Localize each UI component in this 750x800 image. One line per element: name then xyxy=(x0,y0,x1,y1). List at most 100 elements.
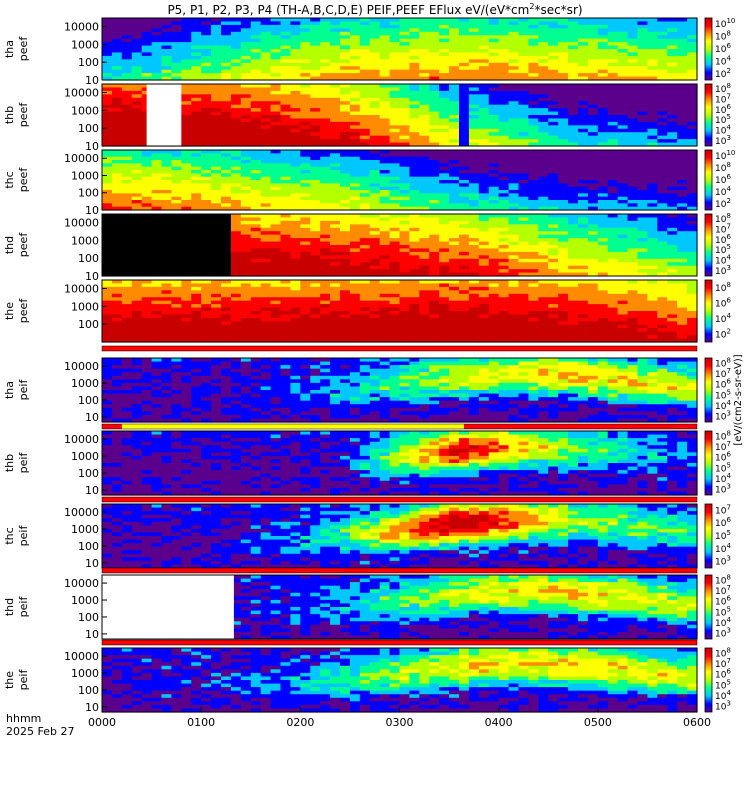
heatmap-cell xyxy=(498,52,510,57)
heatmap-cell xyxy=(587,139,599,144)
heatmap-cell xyxy=(568,104,579,109)
heatmap-cell xyxy=(409,217,420,222)
heatmap-cell xyxy=(587,87,599,92)
heatmap-cell xyxy=(518,139,530,144)
heatmap-cell xyxy=(369,203,381,208)
heatmap-cell xyxy=(280,24,292,29)
heatmap-cell xyxy=(340,196,351,201)
heatmap-cell xyxy=(191,87,202,92)
heatmap-cell xyxy=(607,128,619,133)
heatmap-cell xyxy=(578,193,589,198)
heatmap-cell xyxy=(439,258,450,263)
heatmap-cell xyxy=(280,62,292,67)
heatmap-cell xyxy=(181,163,192,168)
heatmap-cell xyxy=(548,170,559,174)
heatmap-cell xyxy=(657,241,668,246)
heatmap-cell xyxy=(201,31,212,36)
heatmap-cell xyxy=(260,97,272,102)
heatmap-cell xyxy=(538,176,549,181)
heatmap-cell xyxy=(379,214,391,219)
heatmap-cell xyxy=(300,55,311,60)
heatmap-cell xyxy=(459,73,470,78)
heatmap-cell xyxy=(548,111,559,116)
heatmap-cell xyxy=(121,321,133,326)
heatmap-cell xyxy=(349,125,361,130)
heatmap-cell xyxy=(290,21,301,26)
heatmap-cell xyxy=(369,101,381,106)
heatmap-cell xyxy=(548,262,559,267)
heatmap-cell xyxy=(369,196,381,201)
heatmap-cell xyxy=(667,69,678,74)
heatmap-cell xyxy=(379,200,391,204)
heatmap-cell xyxy=(657,245,668,250)
heatmap-cell xyxy=(459,150,470,154)
heatmap-cell xyxy=(419,176,430,181)
heatmap-cell xyxy=(349,139,361,144)
heatmap-cell xyxy=(111,283,123,288)
heatmap-cell xyxy=(548,238,559,243)
heatmap-cell xyxy=(538,203,549,208)
heatmap-cell xyxy=(538,31,549,36)
heatmap-cell xyxy=(151,300,163,305)
heatmap-cell xyxy=(260,203,272,208)
heatmap-cell xyxy=(201,42,212,47)
heatmap-cell xyxy=(399,193,411,198)
heatmap-cell xyxy=(399,280,411,285)
heatmap-cell xyxy=(538,227,549,232)
heatmap-cell xyxy=(181,24,192,29)
heatmap-cell xyxy=(389,245,401,250)
heatmap-cell xyxy=(399,128,411,133)
heatmap-cell xyxy=(498,101,510,106)
heatmap-cell xyxy=(498,38,510,43)
heatmap-cell xyxy=(617,18,629,23)
heatmap-cell xyxy=(429,206,440,211)
heatmap-cell xyxy=(250,28,262,33)
heatmap-cell xyxy=(230,24,242,29)
heatmap-cell xyxy=(657,142,668,147)
heatmap-cell xyxy=(607,190,619,194)
heatmap-cell xyxy=(667,111,678,116)
heatmap-cell xyxy=(409,335,420,340)
heatmap-cell xyxy=(330,66,341,71)
heatmap-cell xyxy=(647,227,658,232)
heatmap-cell xyxy=(340,280,351,285)
heatmap-cell xyxy=(369,170,381,174)
heatmap-cell xyxy=(181,21,192,26)
heatmap-cell xyxy=(250,314,262,319)
heatmap-cell xyxy=(161,321,173,326)
heatmap-cell xyxy=(300,238,311,243)
heatmap-cell xyxy=(330,104,341,109)
heatmap-cell xyxy=(330,180,341,184)
heatmap-cell xyxy=(597,238,609,243)
heatmap-cell xyxy=(250,111,262,116)
heatmap-cell xyxy=(171,307,182,312)
y-tick-label: 10000 xyxy=(64,152,99,165)
heatmap-cell xyxy=(399,49,411,54)
heatmap-cell xyxy=(677,132,688,137)
heatmap-cell xyxy=(389,220,401,225)
heatmap-cell xyxy=(191,62,202,67)
heatmap-cell xyxy=(518,150,530,154)
heatmap-cell xyxy=(429,49,440,54)
heatmap-cell xyxy=(181,331,192,336)
heatmap-cell xyxy=(617,183,629,188)
heatmap-cell xyxy=(677,87,688,92)
heatmap-cell xyxy=(330,193,341,198)
heatmap-cell xyxy=(250,163,262,168)
heatmap-cell xyxy=(488,269,500,274)
heatmap-cell xyxy=(230,166,242,171)
heatmap-cell xyxy=(478,49,490,54)
heatmap-cell xyxy=(587,231,599,236)
heatmap-cell xyxy=(102,314,113,319)
heatmap-cell xyxy=(439,66,450,71)
heatmap-cell xyxy=(587,18,599,23)
heatmap-cell xyxy=(627,18,639,23)
heatmap-cell xyxy=(310,55,321,60)
heatmap-cell xyxy=(131,21,143,26)
heatmap-cell xyxy=(389,338,401,343)
heatmap-cell xyxy=(687,234,698,239)
heatmap-cell xyxy=(121,307,133,312)
heatmap-cell xyxy=(568,193,579,198)
heatmap-cell xyxy=(627,62,639,67)
heatmap-cell xyxy=(340,272,351,277)
